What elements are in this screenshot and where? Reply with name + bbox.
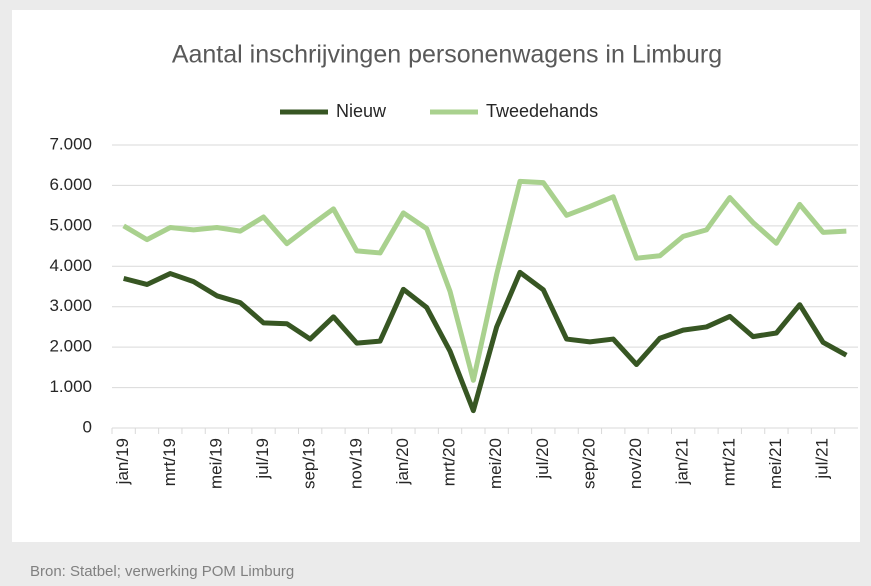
y-tick-label: 5.000 — [49, 215, 92, 234]
x-tick-label: mei/19 — [206, 438, 225, 489]
x-tick-label: jul/21 — [813, 438, 832, 480]
x-tick-label: mei/20 — [486, 438, 505, 489]
x-tick-label: jan/21 — [673, 438, 692, 485]
y-tick-label: 4.000 — [49, 256, 92, 275]
legend-label: Tweedehands — [486, 101, 598, 121]
y-tick-label: 3.000 — [49, 296, 92, 315]
chart-panel — [12, 10, 860, 542]
x-tick-label: mei/21 — [766, 438, 785, 489]
y-tick-label: 6.000 — [49, 175, 92, 194]
x-tick-label: jul/20 — [533, 438, 552, 480]
line-series — [122, 178, 847, 383]
x-tick-label: sep/19 — [300, 438, 319, 489]
x-tick-label: nov/19 — [346, 438, 365, 489]
x-tick-label: jan/19 — [113, 438, 132, 485]
x-tick-label: jan/20 — [393, 438, 412, 485]
y-tick-label: 1.000 — [49, 377, 92, 396]
x-tick-label: mrt/21 — [719, 438, 738, 486]
chart-title: Aantal inschrijvingen personenwagens in … — [172, 41, 722, 69]
x-tick-label: mrt/20 — [440, 438, 459, 486]
x-tick-label: mrt/19 — [160, 438, 179, 486]
legend-label: Nieuw — [336, 101, 387, 121]
source-note: Bron: Statbel; verwerking POM Limburg — [30, 563, 294, 580]
y-tick-label: 2.000 — [49, 337, 92, 356]
x-tick-label: nov/20 — [626, 438, 645, 489]
x-tick-label: jul/19 — [253, 438, 272, 480]
line-series — [123, 269, 848, 414]
y-tick-label: 7.000 — [49, 134, 92, 153]
x-tick-label: sep/20 — [579, 438, 598, 489]
y-tick-label: 0 — [83, 417, 92, 436]
